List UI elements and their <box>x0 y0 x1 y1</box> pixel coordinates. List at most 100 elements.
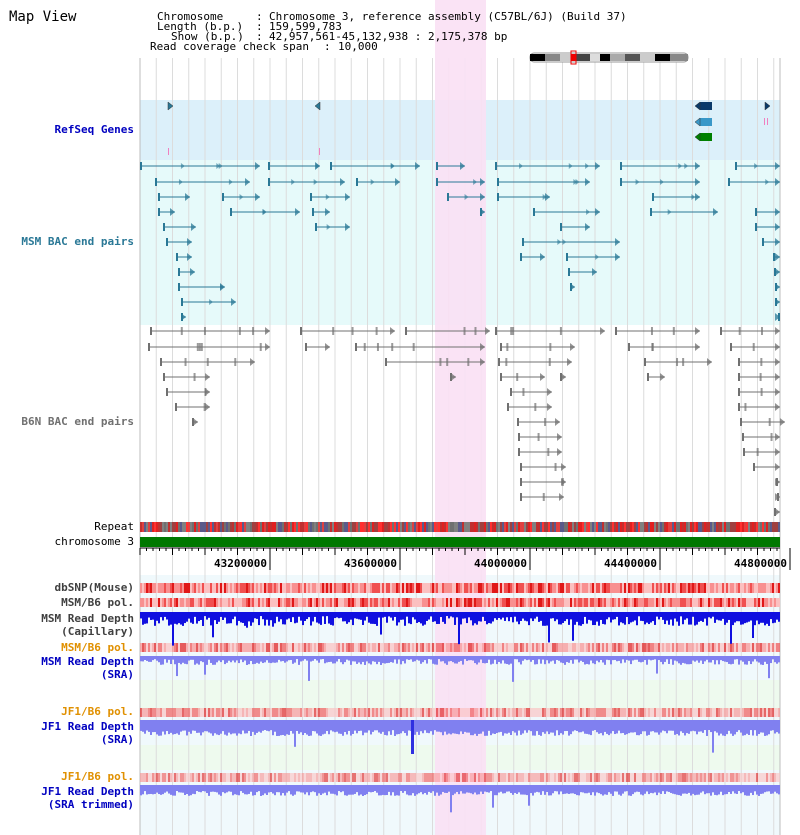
jf1-depth-trim-bar <box>352 785 354 795</box>
jf1-depth-sra-bar <box>670 720 672 731</box>
msm-b6-pol-mark <box>282 598 284 607</box>
jf1-b6-pol-mark <box>528 708 530 717</box>
track-label-chromosome[interactable]: chromosome 3 <box>54 535 134 548</box>
track-label-msm-depth-cap[interactable]: MSM Read Depth <box>41 612 134 625</box>
msm-depth-capillary-bar <box>718 612 720 621</box>
dbsnp-mark <box>740 583 742 593</box>
jf1-b6-pol-mark <box>286 708 288 717</box>
msm-b6-pol-mark <box>450 598 452 607</box>
dbsnp-mark <box>350 583 352 593</box>
track-label-jf1-b6-pol-1[interactable]: JF1/B6 pol. <box>61 705 134 718</box>
msm-b6-pol-mark <box>742 598 744 607</box>
jf1-b6-pol-mark <box>694 773 696 782</box>
msm-b6-pol-mark <box>246 643 248 652</box>
msm-bac-pair-end <box>519 163 524 169</box>
msm-b6-pol-mark <box>616 643 618 652</box>
track-label-msm-bac[interactable]: MSM BAC end pairs <box>21 235 134 248</box>
msm-depth-capillary-bar <box>244 612 246 626</box>
jf1-b6-pol-mark <box>592 773 594 782</box>
jf1-b6-pol-mark <box>726 708 728 717</box>
jf1-b6-pol-mark <box>152 773 154 782</box>
msm-depth-sra-bar <box>474 656 476 664</box>
msm-b6-pol-mark <box>368 643 370 652</box>
jf1-b6-pol-mark <box>308 773 310 782</box>
msm-b6-pol-mark <box>476 643 478 652</box>
jf1-b6-pol-mark <box>738 773 740 782</box>
msm-b6-pol-mark <box>678 598 680 607</box>
jf1-b6-pol-mark <box>698 708 700 717</box>
repeat-mark <box>606 522 608 532</box>
jf1-depth-trim-bar <box>354 785 356 794</box>
jf1-b6-pol-mark <box>302 708 304 717</box>
msm-depth-capillary-bar <box>414 612 416 620</box>
refseq-gene-mark <box>700 102 712 110</box>
track-label-jf1-depth-trim[interactable]: JF1 Read Depth <box>41 785 134 798</box>
repeat-mark <box>268 522 270 532</box>
repeat-mark <box>682 522 684 532</box>
dbsnp-mark <box>346 583 348 593</box>
jf1-b6-pol-mark <box>352 708 354 717</box>
dbsnp-mark <box>722 583 724 593</box>
msm-b6-pol-mark <box>146 598 148 607</box>
msm-b6-pol-mark <box>232 598 234 607</box>
dbsnp-mark <box>198 583 200 593</box>
msm-b6-pol-mark <box>458 643 460 652</box>
track-label-b6n-bac[interactable]: B6N BAC end pairs <box>21 415 134 428</box>
msm-depth-sra-bar <box>394 656 396 660</box>
dbsnp-mark <box>754 583 756 593</box>
dbsnp-mark <box>492 583 494 593</box>
msm-b6-pol-mark <box>764 643 766 652</box>
msm-b6-pol-mark <box>692 643 694 652</box>
msm-depth-capillary-bar <box>664 612 666 625</box>
track-label-repeat[interactable]: Repeat <box>94 520 134 533</box>
msm-b6-pol-mark <box>252 598 254 607</box>
msm-b6-pol-mark <box>776 643 778 652</box>
track-label-jf1-b6-pol-2[interactable]: JF1/B6 pol. <box>61 770 134 783</box>
jf1-depth-trim-bar <box>356 785 358 793</box>
b6n-bac-pair-end <box>520 478 522 486</box>
jf1-depth-sra-bar <box>318 720 320 736</box>
msm-b6-pol-mark <box>754 598 756 607</box>
jf1-b6-pol-mark <box>324 773 326 782</box>
track-label-jf1-depth-sra[interactable]: JF1 Read Depth <box>41 720 134 733</box>
jf1-depth-sra-bar <box>326 720 328 732</box>
repeat-mark <box>376 522 378 532</box>
msm-b6-pol-mark <box>638 643 640 652</box>
jf1-b6-pol-mark <box>330 708 332 717</box>
msm-depth-sra-bar <box>178 656 180 663</box>
msm-depth-sra-bar <box>184 656 186 664</box>
msm-depth-capillary-bar <box>764 612 766 626</box>
msm-b6-pol-mark <box>600 598 602 607</box>
ideogram-band <box>545 54 560 61</box>
jf1-b6-pol-mark <box>616 708 618 717</box>
jf1-b6-pol-mark <box>560 773 562 782</box>
jf1-depth-sra-bar <box>572 720 574 732</box>
track-label-msm-b6-pol-1[interactable]: MSM/B6 pol. <box>61 596 134 609</box>
b6n-bac-pair-end <box>198 343 201 351</box>
repeat-mark <box>734 522 736 532</box>
track-label-msm-depth-sra[interactable]: MSM Read Depth <box>41 655 134 668</box>
jf1-depth-trim-bar <box>756 785 758 795</box>
jf1-depth-sra-bar <box>418 720 420 735</box>
jf1-b6-pol-mark <box>244 773 246 782</box>
dbsnp-mark <box>370 583 372 593</box>
dbsnp-mark <box>700 583 702 593</box>
msm-depth-sra-bar <box>762 656 764 665</box>
msm-b6-pol-mark <box>590 643 592 652</box>
track-label-refseq[interactable]: RefSeq Genes <box>54 123 134 136</box>
repeat-mark <box>250 522 252 532</box>
track-label-msm-b6-pol-2[interactable]: MSM/B6 pol. <box>61 641 134 654</box>
msm-bac-pair-end <box>775 238 780 246</box>
dbsnp-mark <box>702 583 704 593</box>
msm-b6-pol-mark <box>568 598 570 607</box>
msm-b6-pol-mark <box>706 643 708 652</box>
jf1-depth-trim-bar <box>764 785 766 793</box>
jf1-b6-pol-mark <box>378 773 380 782</box>
b6n-bac-pair-end <box>238 327 241 335</box>
dbsnp-mark <box>190 583 192 593</box>
msm-depth-sra-bar <box>620 656 622 664</box>
msm-b6-pol-mark <box>326 643 328 652</box>
b6n-bac-pair-end <box>160 358 162 366</box>
msm-depth-capillary-bar <box>160 612 162 618</box>
track-label-dbsnp[interactable]: dbSNP(Mouse) <box>54 581 134 594</box>
